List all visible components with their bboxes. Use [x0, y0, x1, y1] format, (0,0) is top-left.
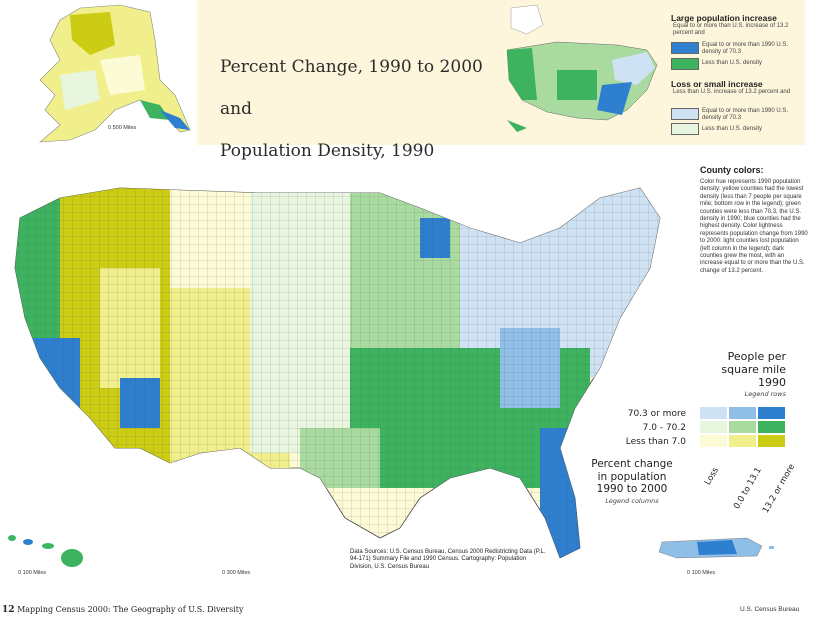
puerto-rico-scale-bar: 0 100 Miles	[687, 570, 716, 576]
puerto-rico-inset: 0 100 Miles	[637, 524, 807, 588]
change-legend-heading: Percent change in population 1990 to 200…	[591, 458, 673, 495]
mini-southwest	[557, 70, 597, 100]
mini-hawaii	[507, 120, 527, 132]
density-legend-heading: People per square mile 1990	[721, 350, 786, 389]
legend-col-large: 13.2 or more	[761, 462, 798, 515]
mini-alaska	[510, 4, 544, 35]
legend-cell-mid-large	[757, 420, 786, 434]
legend-row-mid: 7.0 - 70.2	[642, 423, 686, 433]
legend-cell-high-loss	[699, 406, 728, 420]
puerto-rico-map	[658, 537, 774, 559]
page-title: Percent Change, 1990 to 2000 and Populat…	[220, 36, 483, 183]
alaska-inset: 0 500 Miles	[0, 0, 197, 145]
loss-dense-label: Equal to or more than 1990 U.S. density …	[702, 108, 789, 121]
top-legend: Large population increase Equal to or mo…	[665, 0, 805, 145]
change-legend-subtitle: Legend columns	[605, 496, 659, 505]
county-regions	[15, 188, 660, 558]
alaska-region-panhandle	[160, 110, 190, 130]
county-colors-heading: County colors:	[700, 165, 764, 175]
large-dense-swatch	[671, 42, 699, 54]
legend-col-loss: Loss	[703, 465, 721, 487]
legend-cell-mid-small	[728, 420, 757, 434]
alaska-region-south	[140, 100, 170, 120]
mini-northeast	[612, 52, 655, 85]
hawaii-kauai	[8, 535, 16, 541]
change-legend-title: Percent change in population 1990 to 200…	[582, 458, 682, 505]
alaska-region-north	[70, 12, 115, 55]
loss-dense-swatch	[671, 108, 699, 120]
legend-cell-low-small	[728, 434, 757, 448]
hawaii-oahu	[23, 539, 33, 545]
legend-cell-mid-loss	[699, 420, 728, 434]
county-colors-note: County colors: Color hue represents 1990…	[700, 165, 808, 275]
loss-note: Less than U.S. increase of 13.2 percent …	[673, 89, 791, 95]
loss-sparse-label: Less than U.S. density	[702, 126, 763, 132]
conus-scale-bar: 0 300 Miles	[222, 570, 251, 576]
hawaii-maui	[42, 543, 54, 549]
footer-publication: Mapping Census 2000: The Geography of U.…	[17, 605, 244, 614]
large-increase-heading: Large population increase	[671, 13, 777, 23]
hawaii-inset: 0 100 Miles	[0, 524, 110, 588]
county-boundaries	[15, 188, 660, 558]
legend-cell-high-large	[757, 406, 786, 420]
legend-row-low: Less than 7.0	[625, 437, 686, 447]
title-line-3: Population Density, 1990	[220, 141, 435, 161]
puerto-rico-vieques	[769, 546, 774, 549]
footer-left: 12 Mapping Census 2000: The Geography of…	[2, 605, 244, 615]
density-legend-title: People per square mile 1990 Legend rows	[600, 350, 786, 398]
loss-heading: Loss or small increase	[671, 79, 763, 89]
mini-us-map	[506, 4, 658, 132]
hawaii-scale-bar: 0 100 Miles	[18, 570, 47, 576]
alaska-region-interior	[100, 55, 145, 95]
alaska-map	[39, 4, 191, 143]
page-number: 12	[2, 605, 15, 615]
large-sparse-swatch	[671, 58, 699, 70]
large-dense-label: Equal to or more than 1990 U.S. density …	[702, 42, 789, 55]
alaska-region-southwest	[60, 70, 100, 110]
title-line-2: and	[220, 99, 252, 119]
large-increase-note: Equal to or more than U.S. increase of 1…	[673, 23, 789, 36]
county-colors-body: Color hue represents 1990 population den…	[700, 179, 808, 274]
footer-right: U.S. Census Bureau	[740, 606, 800, 613]
hawaii-big-island	[61, 549, 83, 567]
hawaii-map	[8, 535, 83, 567]
puerto-rico-metro	[697, 540, 737, 555]
mini-west-coast	[507, 48, 537, 100]
legend-cell-low-large	[757, 434, 786, 448]
conus-map	[14, 187, 661, 559]
mini-southeast	[597, 82, 632, 115]
density-legend-subtitle: Legend rows	[744, 390, 786, 398]
legend-row-high: 70.3 or more	[627, 409, 686, 419]
loss-sparse-swatch	[671, 123, 699, 135]
large-sparse-label: Less than U.S. density	[702, 60, 763, 66]
legend-cell-high-small	[728, 406, 757, 420]
data-sources: Data Sources: U.S. Census Bureau, Census…	[350, 549, 546, 570]
legend-col-small: 0.0 to 13.1	[732, 465, 764, 511]
alaska-scale-bar: 0 500 Miles	[108, 125, 137, 131]
title-line-1: Percent Change, 1990 to 2000	[220, 57, 483, 77]
legend-cell-low-loss	[699, 434, 728, 448]
